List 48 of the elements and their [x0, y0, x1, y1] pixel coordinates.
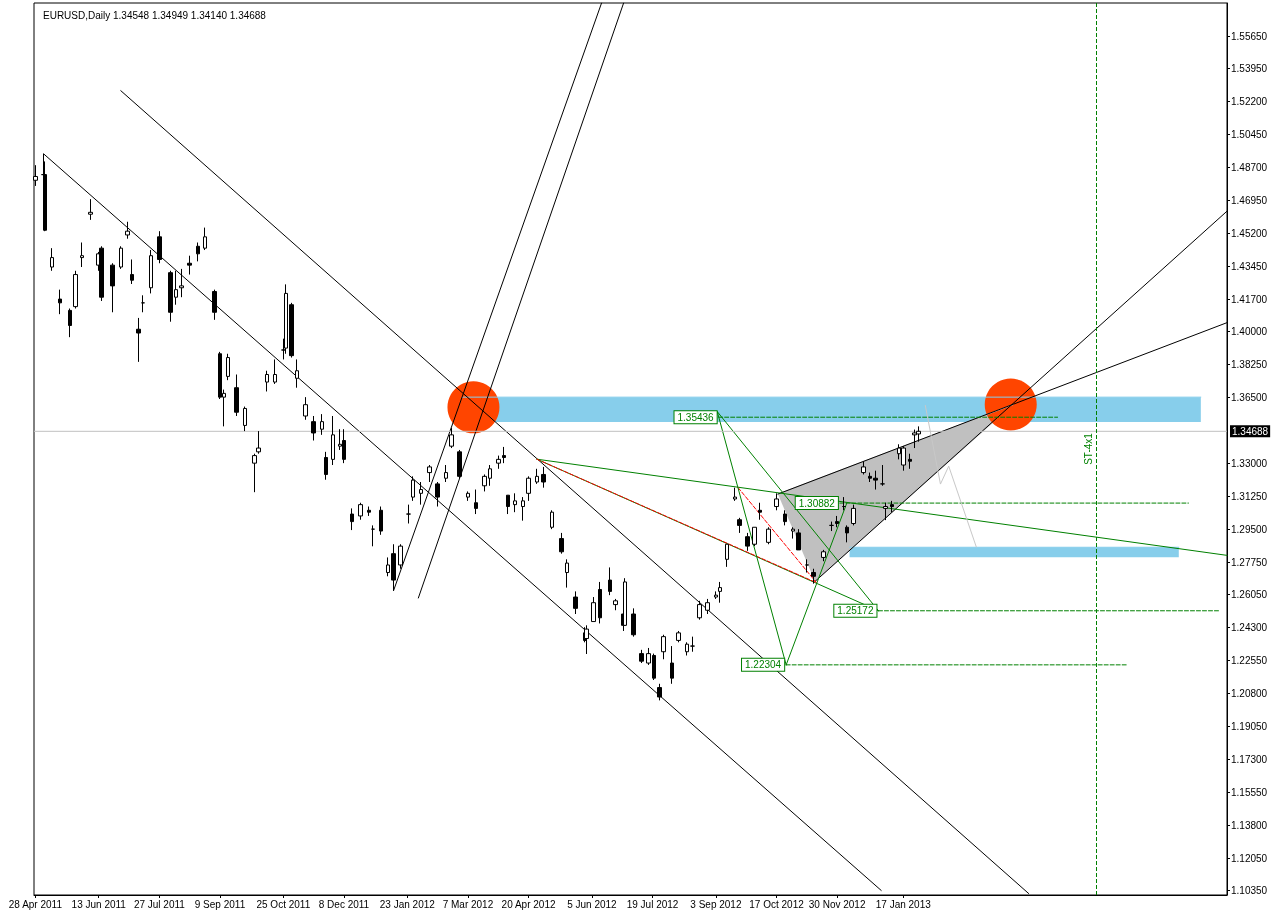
y-tick-label: 1.19050 [1231, 720, 1268, 732]
x-tick-label: 5 Jun 2012 [567, 898, 618, 910]
y-tick-label: 1.26050 [1231, 588, 1268, 600]
data-label: 1.35436 [677, 411, 715, 423]
x-tick-label: 27 Jul 2011 [133, 898, 186, 910]
y-tick-label: 1.55650 [1231, 30, 1268, 42]
y-tick-label: 1.29500 [1231, 523, 1268, 535]
data-label: 1.30882 [798, 497, 836, 509]
x-tick-label: 25 Oct 2011 [256, 898, 311, 910]
y-tick-label: 1.33000 [1231, 457, 1268, 469]
y-tick-label: 1.13800 [1231, 819, 1268, 831]
y-tick-label: 1.15550 [1231, 786, 1268, 798]
x-tick-label: 17 Jan 2013 [875, 898, 932, 910]
x-tick-label: 13 Jun 2011 [71, 898, 127, 910]
y-tick-label: 1.24300 [1231, 621, 1268, 633]
y-tick-label: 1.53950 [1231, 62, 1268, 74]
y-tick-label: 1.41700 [1231, 293, 1268, 305]
y-tick-label: 1.50450 [1231, 128, 1268, 140]
x-tick-label: 9 Sep 2011 [194, 898, 246, 910]
y-tick-label: 1.45200 [1231, 227, 1268, 239]
y-tick-label: 1.20800 [1231, 687, 1268, 699]
x-tick-label: 8 Dec 2011 [318, 898, 370, 910]
x-tick-label: 3 Sep 2012 [690, 898, 742, 910]
y-tick-label: 1.43450 [1231, 260, 1268, 272]
y-tick-label: 1.22550 [1231, 654, 1268, 666]
x-tick-label: 30 Nov 2012 [808, 898, 866, 910]
x-tick-label: 19 Jul 2012 [626, 898, 679, 910]
text: EURUSD,Daily 1.34548 1.34949 1.34140 1.34688 [43, 9, 267, 21]
x-tick-label: 17 Oct 2012 [749, 898, 805, 910]
x-tick-label: 20 Apr 2012 [501, 898, 556, 910]
x-tick-label: 23 Jan 2012 [379, 898, 436, 910]
ref-line-label: 1.34688 [1232, 425, 1269, 437]
y-tick-label: 1.17300 [1231, 753, 1268, 765]
data-label: 1.25172 [837, 605, 874, 617]
y-tick-label: 1.38250 [1231, 358, 1268, 370]
y-tick-label: 1.27750 [1231, 556, 1268, 568]
y-tick-label: 1.36500 [1231, 391, 1268, 403]
x-tick-label: 28 Apr 2011 [8, 898, 63, 910]
y-tick-label: 1.40000 [1231, 325, 1268, 337]
y-tick-label: 1.31250 [1231, 490, 1268, 502]
data-label: 1.22304 [745, 659, 782, 671]
y-tick-label: 1.52200 [1231, 95, 1268, 107]
y-tick-label: 1.46950 [1231, 194, 1268, 206]
x-tick-label: 7 Mar 2012 [442, 898, 494, 910]
y-tick-label: 1.10350 [1231, 884, 1268, 896]
y-tick-label: 1.12050 [1231, 852, 1268, 864]
y-tick-label: 1.48700 [1231, 161, 1268, 173]
ref-line-label: ST-4x1 [1082, 432, 1094, 465]
